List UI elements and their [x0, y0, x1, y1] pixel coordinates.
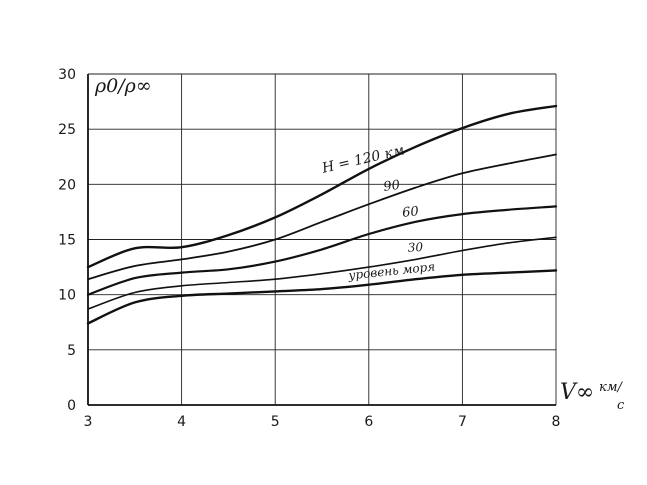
x-axis-unit-bottom: с: [617, 398, 625, 413]
y-tick-label: 20: [58, 177, 76, 193]
y-tick-label: 5: [67, 343, 76, 359]
y-tick-label: 15: [58, 233, 76, 249]
y-tick-label: 30: [58, 67, 76, 83]
series-label-3: 30: [407, 240, 423, 255]
x-tick-label: 3: [84, 414, 93, 430]
grid: [88, 73, 557, 405]
x-axis-label: V∞: [560, 380, 594, 405]
series-label-2: 60: [402, 204, 420, 221]
series-label-1: 90: [382, 178, 400, 195]
series-line-3: [87, 236, 557, 310]
series-lines: [86, 104, 558, 325]
series-line-4: [86, 269, 558, 325]
x-tick-label: 5: [271, 414, 280, 430]
x-tick-label: 7: [458, 414, 467, 430]
x-axis-unit-top: км/: [599, 380, 624, 395]
y-axis-label: ρ0/ρ∞: [94, 75, 152, 97]
x-tick-label: 6: [364, 414, 373, 430]
x-tick-label: 8: [552, 414, 561, 430]
series-line-1: [87, 153, 557, 281]
y-tick-label: 0: [67, 398, 76, 414]
x-tick-label: 4: [177, 414, 186, 430]
axes: [87, 74, 556, 406]
series-line-2: [86, 205, 558, 296]
tick-labels: 3 4 5 6 7 8 0 5 10 15 20 25 30: [58, 67, 560, 430]
y-tick-label: 25: [58, 122, 76, 138]
series-line-0: [86, 104, 558, 269]
y-tick-label: 10: [58, 288, 76, 304]
